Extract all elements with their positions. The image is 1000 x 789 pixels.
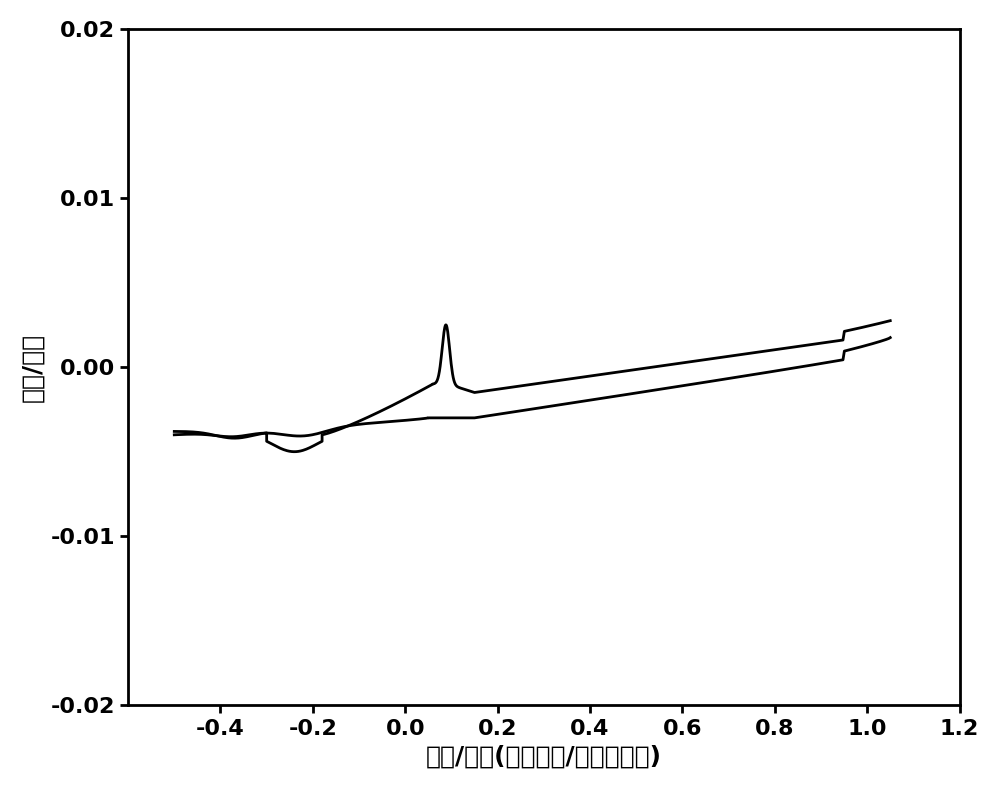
- X-axis label: 电压/伏特(相对于银/氯化银电极): 电压/伏特(相对于银/氯化银电极): [426, 744, 662, 768]
- Y-axis label: 电流/安培: 电流/安培: [21, 332, 45, 402]
